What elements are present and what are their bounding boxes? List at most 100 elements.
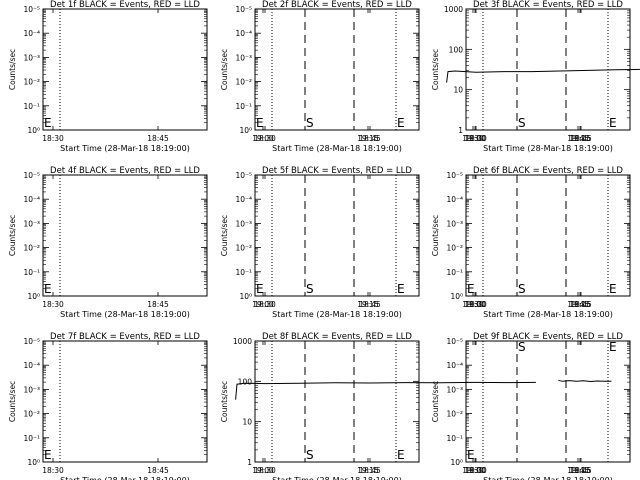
events-series-segment <box>558 379 612 383</box>
x-tick-label: 18:45 <box>147 466 169 475</box>
x-tick-label: 18:30 <box>254 466 276 475</box>
y-axis-label: Counts/sec <box>431 49 440 90</box>
y-tick-label: 10⁻³ <box>235 53 252 62</box>
x-axis-label: Start Time (28-Mar-18 18:19:00) <box>272 310 402 319</box>
y-tick-label: 10⁻² <box>23 410 40 419</box>
marker-label: S <box>306 116 314 130</box>
y-tick-label: 10⁻⁵ <box>446 337 463 346</box>
x-tick-label: 18:45 <box>570 300 592 309</box>
detector-panel-6: Det 6f BLACK = Events, RED = LLD Start Ti… <box>431 166 631 319</box>
x-tick-label: 19:00 <box>464 466 486 475</box>
detector-panel-1: Det 1f BLACK = Events, RED = LLD Start Ti… <box>8 0 589 153</box>
panel-title: Det 2f BLACK = Events, RED = LLD <box>262 0 412 10</box>
plot-frame <box>42 8 208 131</box>
y-tick-label: 10⁻³ <box>446 219 463 228</box>
x-tick-label: 18:45 <box>359 134 381 143</box>
y-axis-label: Counts/sec <box>8 49 17 90</box>
y-axis-label: Counts/sec <box>431 215 440 256</box>
x-tick-label: 18:45 <box>359 300 381 309</box>
plot-frame <box>254 340 420 463</box>
marker-label: S <box>518 116 526 130</box>
y-tick-label: 10⁻² <box>23 244 40 253</box>
marker-label: E <box>609 116 617 130</box>
panel-title: Det 1f BLACK = Events, RED = LLD <box>50 0 200 10</box>
y-tick-label: 10⁻² <box>235 244 252 253</box>
x-tick-label: 19:15 <box>569 466 591 475</box>
edge-label: E <box>44 448 52 462</box>
y-tick-label: 10⁻⁴ <box>446 361 463 370</box>
y-tick-label: 10⁻⁴ <box>446 195 463 204</box>
y-tick-label: 10⁻³ <box>23 385 40 394</box>
y-tick-label: 10⁻⁴ <box>23 29 40 38</box>
y-tick-label: 10⁻³ <box>446 385 463 394</box>
panel-title: Det 7f BLACK = Events, RED = LLD <box>50 332 200 342</box>
y-tick-label: 10⁻⁵ <box>23 5 40 14</box>
edge-label: E <box>44 282 52 296</box>
edge-label: E <box>44 116 52 130</box>
plot-frame <box>465 174 631 297</box>
y-tick-label: 1 <box>247 458 252 467</box>
events-series-segment <box>235 381 536 400</box>
y-tick-label: 1000 <box>444 5 463 14</box>
marker-label: E <box>397 282 405 296</box>
x-tick-label: 19:00 <box>252 466 274 475</box>
y-tick-label: 10⁻¹ <box>23 268 40 277</box>
y-tick-label: 10⁻³ <box>23 53 40 62</box>
x-tick-label: 19:15 <box>357 300 379 309</box>
x-tick-label: 18:30 <box>42 466 64 475</box>
x-axis-label: Start Time (28-Mar-18 18:19:00) <box>272 476 402 480</box>
x-axis-label: Start Time (28-Mar-18 18:19:00) <box>272 144 402 153</box>
detector-panel-3: Det 3f BLACK = Events, RED = LLD Start Ti… <box>431 0 640 153</box>
x-tick-label: 19:00 <box>252 300 274 309</box>
marker-label: E <box>609 340 617 354</box>
x-tick-label: 19:30 <box>462 300 484 309</box>
x-tick-label: 18:45 <box>359 466 381 475</box>
plot-frame <box>42 340 208 463</box>
y-tick-label: 1000 <box>233 337 252 346</box>
x-tick-label: 18:30 <box>465 134 487 143</box>
y-tick-label: 10⁻⁵ <box>446 171 463 180</box>
x-tick-label: 18:30 <box>42 134 64 143</box>
y-tick-label: 10⁻³ <box>235 219 252 228</box>
x-tick-label: 19:00 <box>464 134 486 143</box>
y-tick-label: 10⁻² <box>446 410 463 419</box>
y-tick-label: 10⁻⁵ <box>23 337 40 346</box>
y-tick-label: 10 <box>242 418 252 427</box>
y-axis-label: Counts/sec <box>431 381 440 422</box>
x-tick-label: 19:45 <box>567 134 589 143</box>
marker-label: S <box>518 340 526 354</box>
y-tick-label: 10⁻² <box>23 78 40 87</box>
y-tick-label: 10⁻² <box>235 78 252 87</box>
x-tick-label: 18:45 <box>570 134 592 143</box>
x-tick-label: 18:30 <box>254 134 276 143</box>
x-tick-label: 18:30 <box>254 300 276 309</box>
y-tick-label: 10⁻⁴ <box>23 195 40 204</box>
y-tick-label: 10⁻¹ <box>446 434 463 443</box>
x-axis-label: Start Time (28-Mar-18 18:19:00) <box>60 310 190 319</box>
y-tick-label: 10⁰ <box>239 126 252 135</box>
y-axis-label: Counts/sec <box>8 381 17 422</box>
x-tick-label: 18:45 <box>147 134 169 143</box>
y-axis-label: Counts/sec <box>220 381 229 422</box>
panel-title: Det 5f BLACK = Events, RED = LLD <box>262 166 412 176</box>
y-tick-label: 1 <box>458 126 463 135</box>
detector-panel-7: Det 7f BLACK = Events, RED = LLD Start Ti… <box>8 332 589 480</box>
plot-frame <box>42 174 208 297</box>
marker-label: E <box>397 116 405 130</box>
y-tick-label: 10⁻¹ <box>235 268 252 277</box>
y-tick-label: 10⁻¹ <box>235 102 252 111</box>
y-tick-label: 10⁻⁵ <box>235 171 252 180</box>
y-tick-label: 10⁻⁵ <box>235 5 252 14</box>
y-tick-label: 10⁻³ <box>23 219 40 228</box>
x-tick-label: 19:00 <box>252 134 274 143</box>
x-tick-label: 19:30 <box>462 134 484 143</box>
x-tick-label: 19:15 <box>569 300 591 309</box>
y-tick-label: 10⁻¹ <box>23 102 40 111</box>
plot-frame <box>254 174 420 297</box>
plot-frame <box>254 8 420 131</box>
y-tick-label: 10⁻⁴ <box>235 29 252 38</box>
panel-title: Det 3f BLACK = Events, RED = LLD <box>473 0 623 10</box>
detector-panel-9: Det 9f BLACK = Events, RED = LLD Start Ti… <box>431 332 631 480</box>
